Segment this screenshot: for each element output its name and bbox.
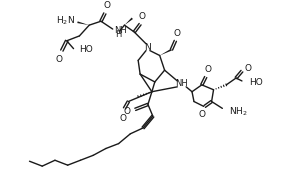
Text: O: O: [55, 56, 62, 64]
Text: NH: NH: [114, 26, 126, 35]
Text: H: H: [115, 30, 122, 39]
Text: H$_2$N: H$_2$N: [55, 15, 74, 28]
Polygon shape: [160, 49, 172, 56]
Text: NH: NH: [175, 79, 188, 88]
Text: O: O: [139, 12, 146, 21]
Text: O: O: [103, 2, 110, 10]
Text: O: O: [204, 65, 211, 74]
Text: N: N: [145, 43, 151, 52]
Text: HO: HO: [249, 78, 263, 87]
Text: O: O: [123, 107, 130, 116]
Polygon shape: [77, 21, 89, 25]
Text: O: O: [119, 114, 126, 123]
Text: O: O: [245, 64, 252, 73]
Polygon shape: [124, 18, 133, 25]
Text: O: O: [198, 110, 205, 119]
Text: O: O: [174, 29, 181, 38]
Text: NH$_2$: NH$_2$: [229, 105, 248, 117]
Text: HO: HO: [79, 45, 93, 54]
